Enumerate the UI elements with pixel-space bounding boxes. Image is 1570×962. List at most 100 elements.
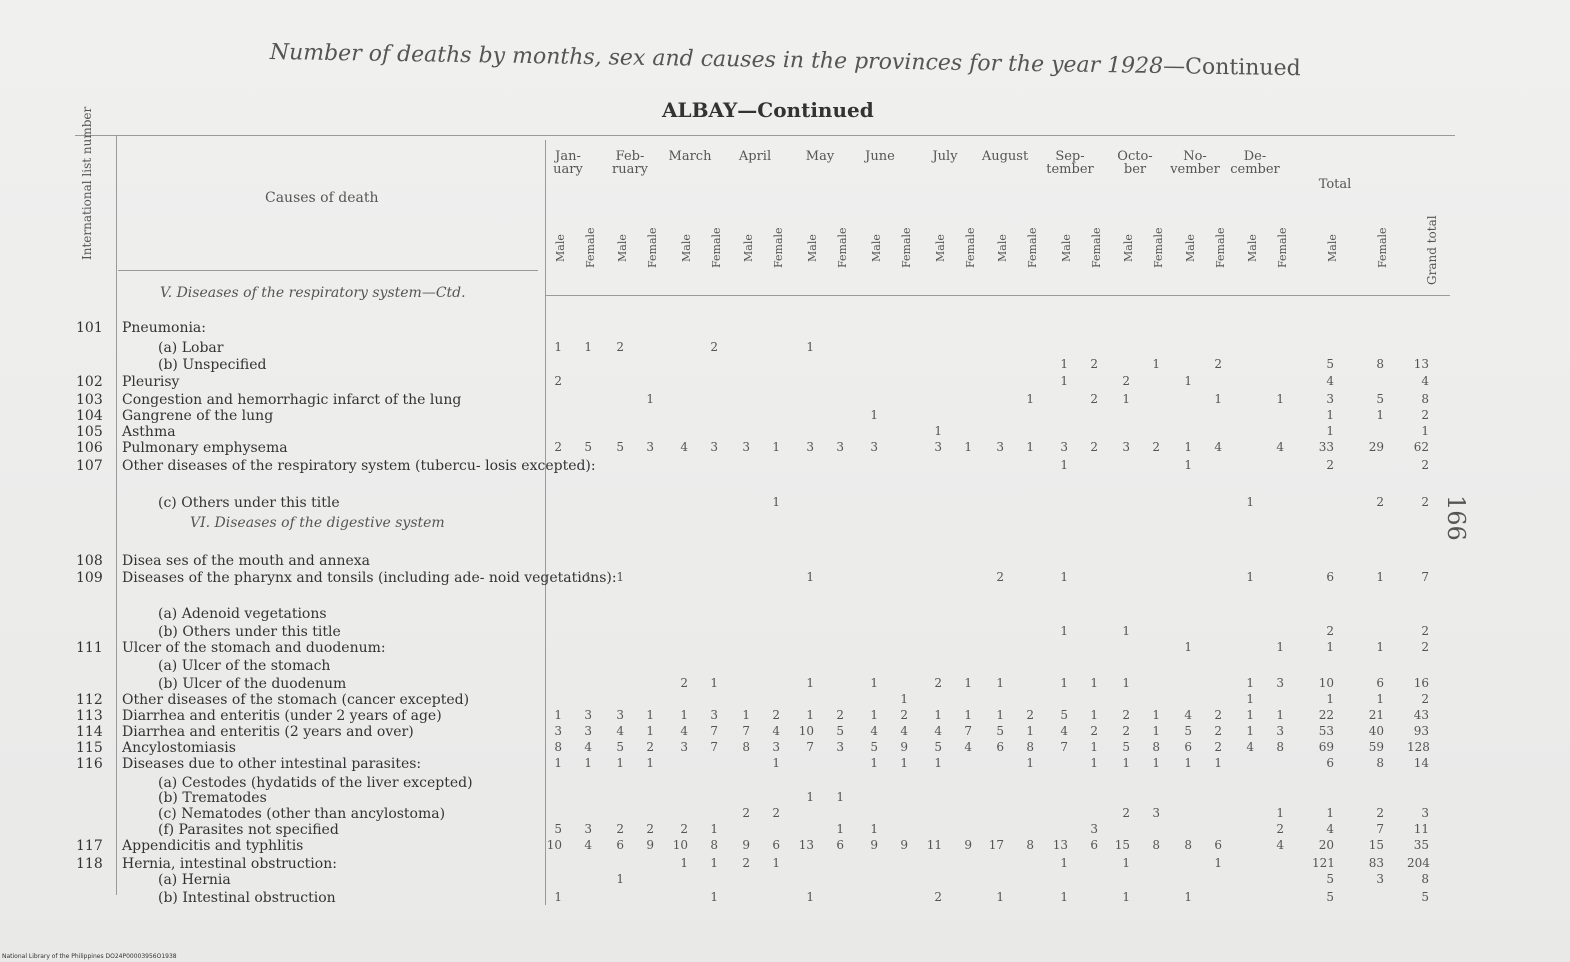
count-cell: 1 <box>1184 890 1192 904</box>
count-cell: 7 <box>742 724 750 738</box>
icd-number: 116 <box>76 756 103 772</box>
table-row: 117 Appendicitis and typhlitis 10 4 6 9 10 8 9 6 1… <box>0 838 1570 854</box>
count-cell: 1 <box>1060 856 1068 870</box>
count-cell: 8 <box>742 740 750 754</box>
count-cell: 5 <box>1326 357 1334 371</box>
icd-number: 109 <box>76 570 103 586</box>
table-row: 105 Asthma 1 1 1 <box>0 424 1570 440</box>
count-cell: 22 <box>1318 708 1334 722</box>
cause-label: (b) Ulcer of the duodenum <box>158 676 347 692</box>
table-row: 107 Other diseases of the respiratory sys… <box>0 458 1570 474</box>
count-cell: 1 <box>1246 570 1254 584</box>
header-female: Female <box>646 227 659 268</box>
count-cell: 6 <box>836 838 844 852</box>
count-cell: 1 <box>1246 708 1254 722</box>
count-cell: 1 <box>1026 756 1034 770</box>
count-cell: 4 <box>616 724 624 738</box>
table-top-rule <box>75 135 1455 136</box>
count-cell: 1 <box>964 676 972 690</box>
count-cell: 1 <box>680 856 688 870</box>
month-header-0: Jan- uary <box>553 149 583 177</box>
cause-label: Asthma <box>122 424 176 440</box>
count-cell: 1 <box>616 570 624 584</box>
count-cell: 1 <box>1246 724 1254 738</box>
count-cell: 2 <box>1376 495 1384 509</box>
count-cell: 1 <box>870 676 878 690</box>
cause-label: (a) Ulcer of the stomach <box>158 658 331 674</box>
cause-label: Disea ses of the mouth and annexa <box>122 553 371 569</box>
count-cell: 2 <box>1090 357 1098 371</box>
count-cell: 3 <box>1276 676 1284 690</box>
header-female: Female <box>772 227 785 268</box>
table-row: 101 Pneumonia: <box>0 320 1570 336</box>
count-cell: 40 <box>1368 724 1384 738</box>
count-cell: 2 <box>616 340 624 354</box>
count-cell: 6 <box>1184 740 1192 754</box>
count-cell: 6 <box>1326 570 1334 584</box>
month-header-6: July <box>932 149 958 164</box>
count-cell: 5 <box>836 724 844 738</box>
month-header-12: Total <box>1318 177 1352 192</box>
section-heading: V. Diseases of the respiratory system—Ct… <box>160 285 466 301</box>
count-cell: 17 <box>988 838 1004 852</box>
count-cell: 2 <box>1152 440 1160 454</box>
count-cell: 2 <box>554 374 562 388</box>
count-cell: 3 <box>806 440 814 454</box>
count-cell: 5 <box>934 740 942 754</box>
header-female: Female <box>1090 227 1103 268</box>
count-cell: 121 <box>1312 856 1335 870</box>
icd-number: 118 <box>76 856 103 872</box>
count-cell: 1 <box>934 424 942 438</box>
count-cell: 1 <box>806 890 814 904</box>
count-cell: 2 <box>1090 440 1098 454</box>
count-cell: 8 <box>1376 357 1384 371</box>
count-cell: 1 <box>996 676 1004 690</box>
cause-label: (a) Hernia <box>158 872 231 888</box>
header-icd: International list number <box>80 106 94 260</box>
table-row: 104 Gangrene of the lung 1 1 1 2 <box>0 408 1570 424</box>
count-cell: 2 <box>742 806 750 820</box>
count-cell: 2 <box>1026 708 1034 722</box>
data-column-rule <box>545 140 546 905</box>
count-cell: 3 <box>1152 806 1160 820</box>
count-cell: 29 <box>1368 440 1384 454</box>
count-cell: 1 <box>1026 392 1034 406</box>
count-cell: 1 <box>1090 756 1098 770</box>
count-cell: 62 <box>1413 440 1429 454</box>
cause-label: Congestion and hemorrhagic infarct of th… <box>122 392 462 408</box>
count-cell: 6 <box>616 838 624 852</box>
icd-number: 113 <box>76 708 103 724</box>
count-cell: 5 <box>616 440 624 454</box>
table-row: (b) Ulcer of the duodenum 2 1 1 1 2 1 1 1 1 1 1 3 10 6… <box>0 676 1570 692</box>
count-cell: 2 <box>1421 640 1429 654</box>
count-cell: 14 <box>1413 756 1429 770</box>
count-cell: 8 <box>1152 740 1160 754</box>
count-cell: 2 <box>1214 724 1222 738</box>
cause-label: (a) Cestodes (hydatids of the liver exce… <box>158 775 473 791</box>
count-cell: 10 <box>1318 676 1334 690</box>
cause-label: (c) Nematodes (other than ancylostoma) <box>158 806 446 822</box>
count-cell: 4 <box>772 724 780 738</box>
count-cell: 35 <box>1413 838 1429 852</box>
header-male: Male <box>870 234 883 262</box>
count-cell: 1 <box>964 708 972 722</box>
cause-label: (b) Others under this title <box>158 624 341 640</box>
count-cell: 5 <box>996 724 1004 738</box>
count-cell: 83 <box>1368 856 1384 870</box>
count-cell: 13 <box>798 838 814 852</box>
count-cell: 4 <box>1326 374 1334 388</box>
count-cell: 1 <box>1122 890 1130 904</box>
cause-label: Ulcer of the stomach and duodenum: <box>122 640 386 656</box>
count-cell: 10 <box>672 838 688 852</box>
count-cell: 3 <box>584 822 592 836</box>
count-cell: 1 <box>806 708 814 722</box>
count-cell: 1 <box>1184 440 1192 454</box>
cause-label: Pulmonary emphysema <box>122 440 288 456</box>
table-row: 108 Disea ses of the mouth and annexa <box>0 553 1570 569</box>
count-cell: 1 <box>1214 856 1222 870</box>
cause-label: (c) Others under this title <box>158 495 340 511</box>
count-cell: 1 <box>1376 570 1384 584</box>
table-row: (b) Others under this title 1 1 2 2 <box>0 624 1570 640</box>
count-cell: 8 <box>1376 756 1384 770</box>
count-cell: 1 <box>806 570 814 584</box>
